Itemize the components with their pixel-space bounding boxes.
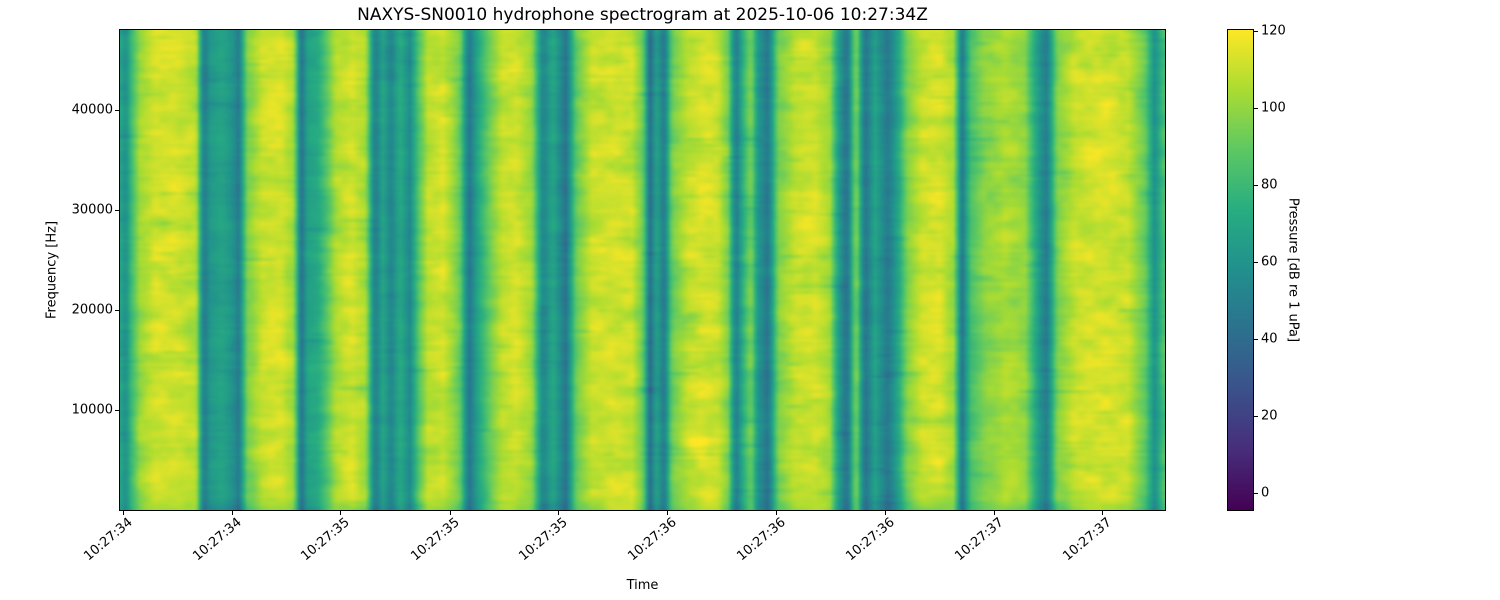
colorbar-tick-label: 80 <box>1261 177 1278 193</box>
y-tick-label: 30000 <box>71 202 113 218</box>
y-tick-label: 10000 <box>71 402 113 418</box>
y-tick-mark <box>115 309 119 311</box>
y-tick-mark <box>115 409 119 411</box>
x-tick-mark <box>450 511 452 515</box>
y-tick-label: 40000 <box>71 102 113 118</box>
colorbar-tick-mark <box>1254 261 1258 263</box>
colorbar-tick-label: 120 <box>1261 23 1286 39</box>
colorbar-tick-mark <box>1254 184 1258 186</box>
colorbar-tick-label: 100 <box>1261 100 1286 116</box>
x-tick-mark <box>884 511 886 515</box>
y-tick-mark <box>115 209 119 211</box>
x-tick-mark <box>1102 511 1104 515</box>
x-tick-label: 10:27:34 <box>81 515 136 565</box>
y-tick-label: 20000 <box>71 302 113 318</box>
colorbar-tick-label: 60 <box>1261 254 1278 270</box>
spectrogram-image <box>120 30 1165 510</box>
colorbar-tick-mark <box>1254 492 1258 494</box>
x-tick-mark <box>666 511 668 515</box>
x-tick-mark <box>340 511 342 515</box>
colorbar-tick-label: 0 <box>1261 485 1270 501</box>
x-tick-mark <box>231 511 233 515</box>
chart-title: NAXYS-SN0010 hydrophone spectrogram at 2… <box>357 5 928 25</box>
y-tick-mark <box>115 109 119 111</box>
x-tick-mark <box>993 511 995 515</box>
x-tick-mark <box>123 511 125 515</box>
colorbar-tick-mark <box>1254 107 1258 109</box>
colorbar-tick-label: 20 <box>1261 408 1278 424</box>
x-tick-mark <box>776 511 778 515</box>
colorbar-tick-mark <box>1254 415 1258 417</box>
colorbar-tick-label: 40 <box>1261 331 1278 347</box>
colorbar-tick-mark <box>1254 30 1258 32</box>
plot-area <box>119 29 1166 511</box>
y-axis-label: Frequency [Hz] <box>44 220 60 320</box>
colorbar-label: Pressure [dB re 1 uPa] <box>1285 197 1301 343</box>
x-axis-label: Time <box>626 578 659 593</box>
x-tick-mark <box>557 511 559 515</box>
colorbar-tick-mark <box>1254 338 1258 340</box>
colorbar <box>1227 29 1254 511</box>
